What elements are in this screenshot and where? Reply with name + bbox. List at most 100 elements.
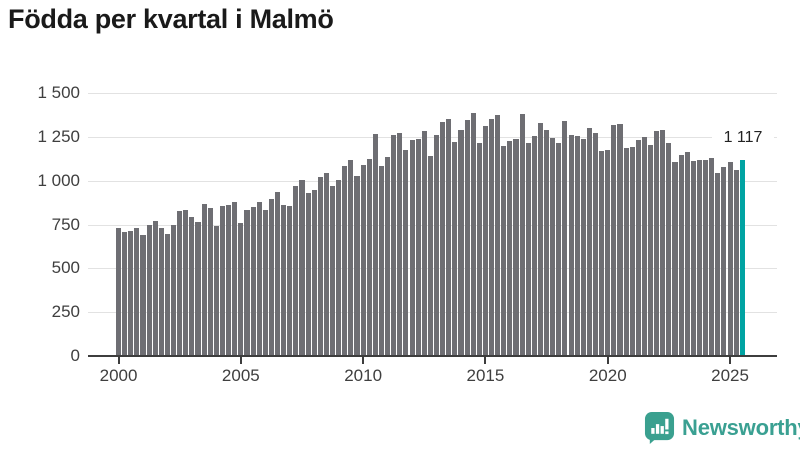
bar[interactable] xyxy=(727,162,733,356)
bar[interactable] xyxy=(397,132,403,356)
bar[interactable] xyxy=(189,216,195,356)
bar[interactable] xyxy=(568,134,574,356)
bar[interactable] xyxy=(244,210,250,356)
bar[interactable] xyxy=(476,142,482,356)
bar[interactable] xyxy=(617,124,623,356)
bar[interactable] xyxy=(715,172,721,356)
bar[interactable] xyxy=(409,139,415,356)
bar[interactable] xyxy=(360,164,366,356)
bar[interactable] xyxy=(507,141,513,356)
bar[interactable] xyxy=(158,227,164,356)
bar[interactable] xyxy=(226,204,232,356)
bar[interactable] xyxy=(348,160,354,356)
bar[interactable] xyxy=(403,149,409,356)
bar[interactable] xyxy=(287,206,293,356)
bar[interactable] xyxy=(342,166,348,356)
bar[interactable] xyxy=(464,119,470,356)
bar[interactable] xyxy=(489,118,495,356)
bar[interactable] xyxy=(146,224,152,356)
bar[interactable] xyxy=(201,203,207,356)
bar[interactable] xyxy=(519,113,525,356)
bar[interactable] xyxy=(323,172,329,356)
bar[interactable] xyxy=(550,137,556,356)
bar[interactable] xyxy=(654,131,660,356)
bar[interactable] xyxy=(556,142,562,356)
bar[interactable] xyxy=(574,136,580,356)
bar[interactable] xyxy=(140,235,146,356)
bar-highlighted[interactable] xyxy=(739,160,745,356)
bar[interactable] xyxy=(122,232,128,356)
bar[interactable] xyxy=(378,166,385,356)
bar[interactable] xyxy=(709,157,715,356)
bar[interactable] xyxy=(648,144,654,356)
bar[interactable] xyxy=(421,130,427,356)
bar[interactable] xyxy=(372,134,378,356)
newsworthy-branding[interactable]: Newsworthy xyxy=(644,411,800,444)
bar[interactable] xyxy=(482,126,488,356)
bar[interactable] xyxy=(629,147,635,356)
bar[interactable] xyxy=(232,202,238,356)
bar[interactable] xyxy=(666,142,672,356)
bar[interactable] xyxy=(684,152,690,356)
bar[interactable] xyxy=(391,135,397,356)
bar[interactable] xyxy=(562,121,568,356)
bar[interactable] xyxy=(262,209,268,356)
bar[interactable] xyxy=(586,128,592,356)
bar[interactable] xyxy=(305,192,311,356)
bar[interactable] xyxy=(171,224,177,356)
bar[interactable] xyxy=(733,169,739,356)
bar[interactable] xyxy=(274,192,281,356)
bar[interactable] xyxy=(690,161,696,356)
bar[interactable] xyxy=(207,207,213,356)
bar[interactable] xyxy=(299,179,305,356)
bar[interactable] xyxy=(385,157,391,356)
bar[interactable] xyxy=(703,160,709,356)
bar[interactable] xyxy=(354,176,360,356)
bar[interactable] xyxy=(311,190,317,356)
bar[interactable] xyxy=(611,124,617,356)
bar[interactable] xyxy=(427,156,433,356)
bar[interactable] xyxy=(458,129,464,356)
bar[interactable] xyxy=(256,201,262,356)
bar[interactable] xyxy=(330,186,336,356)
bar[interactable] xyxy=(219,206,226,356)
bar[interactable] xyxy=(495,114,501,356)
bar[interactable] xyxy=(250,206,256,356)
bar[interactable] xyxy=(672,162,678,356)
bar[interactable] xyxy=(531,136,537,356)
bar[interactable] xyxy=(293,185,299,356)
bar[interactable] xyxy=(415,138,421,356)
bar[interactable] xyxy=(641,137,647,356)
bar[interactable] xyxy=(660,130,666,356)
bar[interactable] xyxy=(537,122,544,356)
bar[interactable] xyxy=(164,233,170,356)
bar[interactable] xyxy=(134,227,140,356)
bar[interactable] xyxy=(513,138,519,356)
bar[interactable] xyxy=(721,167,727,356)
bar[interactable] xyxy=(470,113,476,356)
bar[interactable] xyxy=(116,227,122,356)
bar[interactable] xyxy=(152,221,158,356)
bar[interactable] xyxy=(635,139,641,356)
bar[interactable] xyxy=(623,147,629,356)
bar[interactable] xyxy=(433,135,440,356)
bar[interactable] xyxy=(177,211,183,356)
bar[interactable] xyxy=(128,231,134,356)
bar[interactable] xyxy=(336,180,342,356)
bar[interactable] xyxy=(281,204,287,356)
bar[interactable] xyxy=(544,129,550,356)
bar[interactable] xyxy=(213,225,219,356)
bar[interactable] xyxy=(238,222,244,356)
bar[interactable] xyxy=(366,158,372,356)
bar[interactable] xyxy=(592,132,599,356)
bar[interactable] xyxy=(501,145,507,356)
bar[interactable] xyxy=(440,121,446,356)
bar[interactable] xyxy=(183,210,189,356)
bar[interactable] xyxy=(696,159,703,356)
bar[interactable] xyxy=(268,198,274,356)
bar[interactable] xyxy=(605,149,611,356)
bar[interactable] xyxy=(525,142,531,356)
bar[interactable] xyxy=(195,222,201,356)
bar[interactable] xyxy=(446,118,452,356)
bar[interactable] xyxy=(580,138,586,356)
